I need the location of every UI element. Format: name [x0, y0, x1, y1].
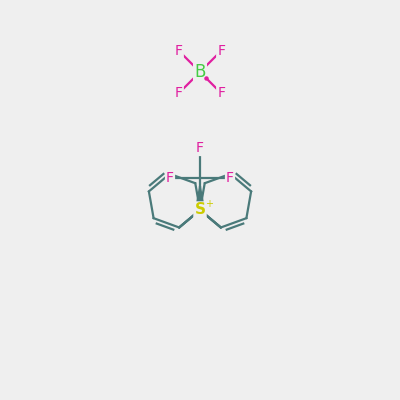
Text: S: S [194, 202, 206, 218]
Text: B: B [194, 63, 206, 81]
Text: F: F [217, 86, 225, 100]
Text: F: F [175, 44, 183, 58]
Text: +: + [205, 199, 213, 209]
Text: F: F [175, 86, 183, 100]
Text: F: F [226, 171, 234, 185]
Text: F: F [196, 141, 204, 155]
Text: F: F [217, 44, 225, 58]
Text: F: F [166, 171, 174, 185]
